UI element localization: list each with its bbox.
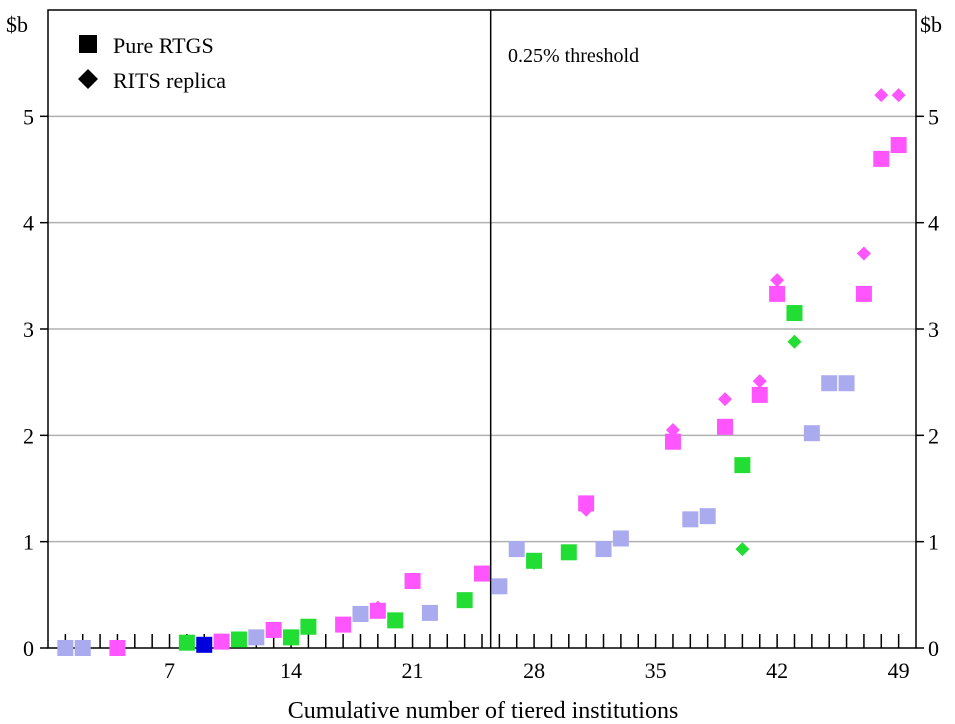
y-tick-label-right-0: 0 [928, 636, 939, 661]
legend-square-marker [79, 35, 97, 53]
pure-rtgs-point-25 [474, 565, 490, 582]
legend-diamond-marker [78, 69, 98, 89]
pure-rtgs-point-36 [664, 433, 681, 450]
pure-rtgs-point-9 [196, 636, 213, 653]
x-tick-label-28: 28 [523, 658, 545, 683]
x-tick-label-49: 49 [888, 658, 910, 683]
legend: Pure RTGS RITS replica [78, 33, 226, 93]
x-axis-label: Cumulative number of tiered institutions [288, 698, 679, 724]
legend-label-pure-rtgs: Pure RTGS [113, 33, 214, 58]
pure-rtgs-point-15 [300, 618, 317, 635]
pure-rtgs-point-43 [786, 305, 803, 322]
pure-rtgs-point-31 [578, 495, 595, 512]
pure-rtgs-point-14 [283, 629, 300, 646]
rits-replica-point-43 [787, 334, 802, 349]
pure-rtgs-point-44 [803, 425, 820, 442]
pure-rtgs-point-41 [751, 386, 768, 403]
pure-rtgs-point-2 [74, 640, 91, 656]
x-tick-label-14: 14 [280, 658, 302, 683]
y-tick-label-right-4: 4 [928, 211, 939, 236]
pure-rtgs-point-37 [682, 511, 699, 528]
tick-labels: 0 0 1 1 2 2 3 3 4 4 5 5 7 14 21 28 35 42 49 [23, 104, 939, 683]
pure-rtgs-point-28 [526, 552, 543, 569]
rits-replica-point-42 [770, 273, 785, 288]
x-tick-label-42: 42 [766, 658, 788, 683]
pure-rtgs-points [57, 137, 907, 656]
y-tick-label-left-4: 4 [23, 211, 34, 236]
pure-rtgs-point-22 [421, 604, 438, 621]
x-tick-label-21: 21 [402, 658, 424, 683]
pure-rtgs-point-49 [890, 137, 907, 154]
pure-rtgs-point-11 [230, 631, 247, 648]
y-axis-label-right: $b [920, 12, 942, 37]
rits-replica-point-36 [665, 423, 680, 438]
pure-rtgs-point-38 [699, 508, 716, 525]
y-tick-label-left-5: 5 [23, 104, 34, 129]
pure-rtgs-point-12 [248, 629, 265, 646]
pure-rtgs-point-13 [265, 621, 282, 638]
pure-rtgs-point-19 [369, 602, 386, 619]
pure-rtgs-point-30 [560, 544, 577, 561]
y-axis-label-left: $b [6, 12, 28, 37]
pure-rtgs-point-47 [855, 285, 872, 302]
x-tick-label-7: 7 [164, 658, 175, 683]
legend-label-rits-replica: RITS replica [113, 68, 226, 93]
pure-rtgs-point-40 [734, 457, 751, 474]
pure-rtgs-point-17 [335, 616, 352, 633]
pure-rtgs-point-8 [178, 634, 195, 651]
pure-rtgs-point-39 [717, 418, 734, 435]
rits-replica-point-47 [856, 246, 871, 261]
pure-rtgs-point-20 [387, 612, 404, 629]
rits-replica-point-40 [735, 542, 750, 557]
rits-replica-point-39 [718, 392, 733, 407]
pure-rtgs-point-42 [769, 285, 786, 302]
x-tick-label-35: 35 [645, 658, 667, 683]
rits-replica-point-49 [891, 88, 906, 103]
y-tick-label-left-3: 3 [23, 317, 34, 342]
y-tick-label-right-5: 5 [928, 104, 939, 129]
y-tick-label-left-0: 0 [23, 636, 34, 661]
rits-replica-point-48 [874, 88, 889, 103]
grid-lines [48, 115, 916, 543]
pure-rtgs-point-45 [821, 375, 838, 392]
y-tick-label-right-1: 1 [928, 530, 939, 555]
rits-replica-point-41 [752, 374, 767, 389]
pure-rtgs-point-33 [612, 530, 629, 547]
y-tick-label-left-1: 1 [23, 530, 34, 555]
y-tick-label-right-3: 3 [928, 317, 939, 342]
pure-rtgs-point-18 [352, 605, 369, 622]
pure-rtgs-point-26 [491, 578, 508, 595]
pure-rtgs-point-24 [456, 592, 473, 609]
pure-rtgs-point-4 [109, 640, 126, 656]
pure-rtgs-point-27 [508, 541, 525, 558]
pure-rtgs-point-21 [404, 573, 421, 590]
y-tick-label-left-2: 2 [23, 423, 34, 448]
pure-rtgs-point-10 [213, 633, 230, 650]
threshold-label: 0.25% threshold [508, 45, 639, 67]
pure-rtgs-point-48 [873, 150, 890, 167]
pure-rtgs-point-1 [57, 640, 74, 656]
pure-rtgs-point-32 [595, 541, 612, 558]
y-tick-label-right-2: 2 [928, 423, 939, 448]
pure-rtgs-point-46 [838, 375, 855, 392]
